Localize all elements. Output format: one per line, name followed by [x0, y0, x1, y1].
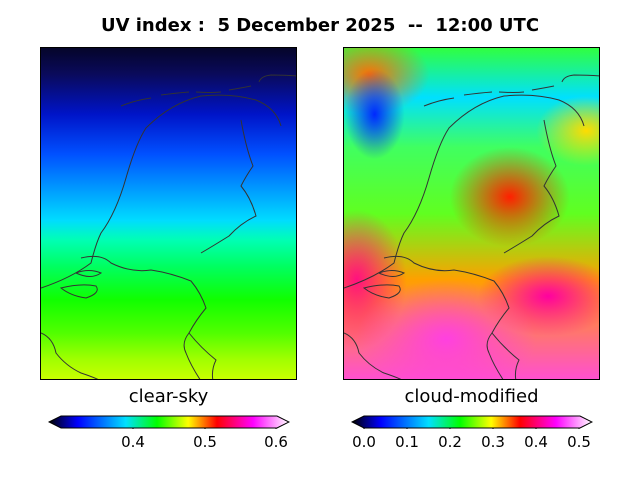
coastline-outline: [41, 74, 296, 379]
cloud-modified-tick-label: 0.4: [524, 433, 548, 451]
cloud-modified-label: cloud-modified: [404, 386, 539, 407]
clear-sky-tick-label: 0.6: [264, 433, 288, 451]
cloud-modified-tick-label: 0.0: [352, 433, 376, 451]
chart-title: UV index : 5 December 2025 -- 12:00 UTC: [100, 15, 540, 36]
cloud-modified-tick-label: 0.2: [438, 433, 462, 451]
clear-sky-colorbar: [48, 415, 290, 429]
cloud-modified-colorbar: [351, 415, 593, 429]
cloud-modified-tick-label: 0.5: [567, 433, 591, 451]
cloud-modified-map: [343, 47, 600, 380]
clear-sky-map: [40, 47, 297, 380]
cloud-modified-tick-label: 0.1: [395, 433, 419, 451]
cloud-modified-tick-label: 0.3: [481, 433, 505, 451]
coastline-outline: [344, 74, 599, 379]
clear-sky-tick-label: 0.4: [121, 433, 145, 451]
clear-sky-label: clear-sky: [128, 386, 209, 407]
clear-sky-tick-label: 0.5: [193, 433, 217, 451]
